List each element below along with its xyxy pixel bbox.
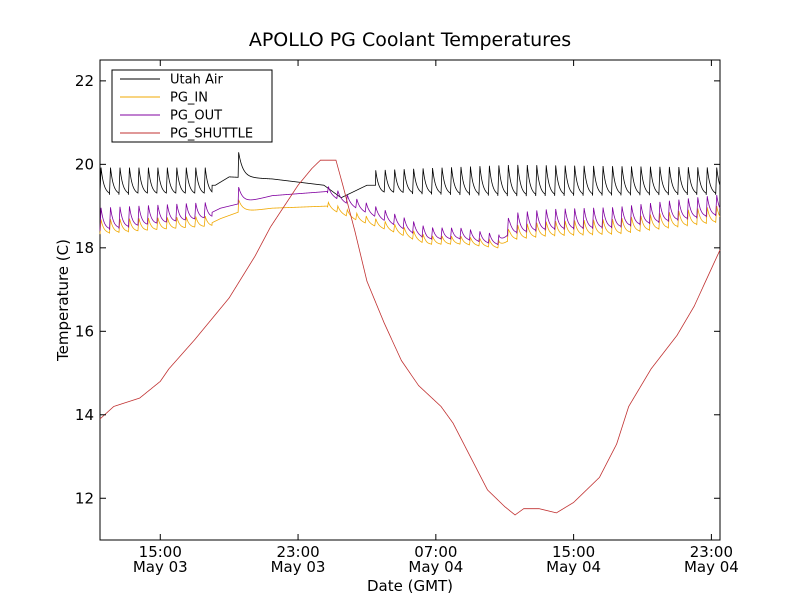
y-tick-label: 18 <box>75 239 94 257</box>
x-tick-label-date: May 04 <box>408 558 463 576</box>
x-tick-label-time: 15:00 <box>139 543 182 561</box>
x-tick-label-time: 07:00 <box>414 543 457 561</box>
y-tick-label: 20 <box>75 155 94 173</box>
x-tick-label-date: May 04 <box>546 558 601 576</box>
x-tick-label-date: May 03 <box>271 558 326 576</box>
y-tick-label: 16 <box>75 322 94 340</box>
x-tick-label-time: 23:00 <box>690 543 733 561</box>
legend-label: PG_SHUTTLE <box>170 127 253 142</box>
x-axis-label: Date (GMT) <box>367 577 453 595</box>
series-line-2 <box>99 199 721 249</box>
chart-title: APOLLO PG Coolant Temperatures <box>249 29 571 51</box>
x-tick-label-time: 15:00 <box>552 543 595 561</box>
legend: Utah Air PG_IN PG_OUT PG_SHUTTLE <box>111 69 273 143</box>
x-tick-label-date: May 03 <box>133 558 188 576</box>
series-line-3 <box>99 186 721 246</box>
x-tick-label-time: 23:00 <box>276 543 319 561</box>
series-line-1 <box>99 152 721 199</box>
y-tick-label: 22 <box>75 72 94 90</box>
series-layer <box>99 152 721 516</box>
legend-label: Utah Air <box>170 73 223 88</box>
x-tick-label-date: May 04 <box>684 558 739 576</box>
legend-box <box>111 69 273 143</box>
legend-label: PG_OUT <box>170 109 222 124</box>
y-axis-label: Temperature (C) <box>54 239 72 362</box>
series-line-4 <box>99 159 721 516</box>
legend-label: PG_IN <box>170 91 208 106</box>
y-tick-label: 14 <box>75 406 94 424</box>
y-tick-label: 12 <box>75 489 94 507</box>
